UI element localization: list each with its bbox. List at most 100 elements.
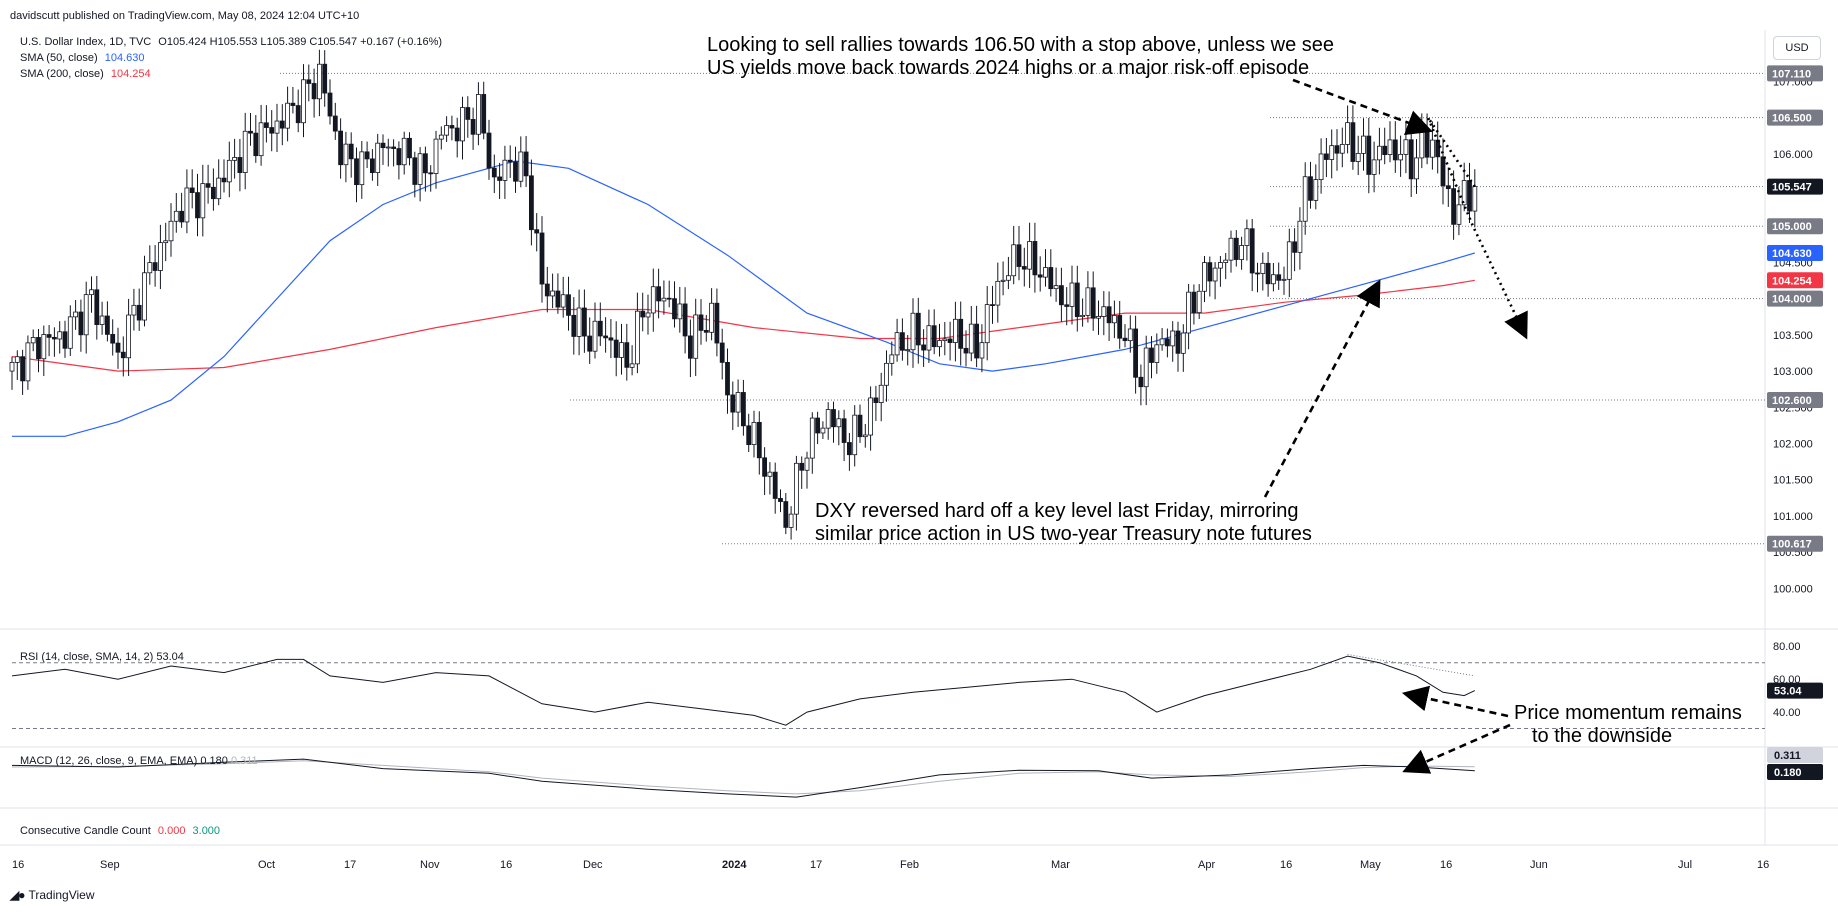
price-label: 104.630 bbox=[1772, 248, 1812, 260]
candle-body bbox=[1053, 285, 1059, 290]
price-axis: 107.500107.000106.000105.500105.000104.5… bbox=[1767, 40, 1823, 595]
rsi-label: RSI (14, close, SMA, 14, 2) bbox=[20, 651, 154, 663]
candle-body bbox=[1334, 145, 1340, 154]
price-label-box bbox=[1767, 290, 1823, 307]
candle-body bbox=[25, 342, 31, 382]
candle-body bbox=[799, 462, 805, 471]
candle-body bbox=[110, 333, 116, 344]
candle-body bbox=[1032, 241, 1038, 276]
candle-body bbox=[974, 323, 979, 359]
candle-body bbox=[465, 107, 471, 120]
price-label-box bbox=[1767, 392, 1823, 409]
candlesticks bbox=[9, 49, 1478, 540]
time-tick-label: Nov bbox=[420, 859, 440, 871]
time-tick-label: 2024 bbox=[722, 859, 747, 871]
candle-body bbox=[1239, 245, 1244, 260]
macd-legend[interactable]: MACD (12, 26, close, 9, EMA, EMA) 0.180 … bbox=[20, 755, 258, 767]
time-axis: 16 Sep Oct 17 Nov 16 Dec 2024 17 Feb Mar Apr 16 May 16… bbox=[12, 859, 1769, 871]
sma200-legend[interactable]: SMA (200, close) 104.254 bbox=[20, 68, 151, 80]
candle-body bbox=[1361, 135, 1366, 154]
candle-body bbox=[1207, 262, 1213, 282]
candle-body bbox=[1212, 267, 1218, 282]
price-label: 100.617 bbox=[1772, 539, 1812, 551]
horizontal-levels bbox=[280, 72, 1765, 545]
ccc-legend[interactable]: Consecutive Candle Count 0.000 3.000 bbox=[20, 825, 220, 837]
candle-body bbox=[1064, 304, 1070, 307]
candle-body bbox=[94, 289, 100, 325]
candle-body bbox=[1085, 287, 1091, 316]
candle-body bbox=[1170, 330, 1176, 347]
symbol-legend[interactable]: U.S. Dollar Index, 1D, TVC O105.424 H105… bbox=[20, 36, 442, 48]
candle-body bbox=[693, 314, 699, 359]
candle-body bbox=[518, 151, 524, 182]
candle-body bbox=[322, 63, 328, 94]
candle-body bbox=[1233, 237, 1239, 260]
candle-body bbox=[794, 462, 799, 515]
candle-body bbox=[1435, 139, 1441, 158]
candle-body bbox=[862, 434, 868, 438]
candle-body bbox=[157, 242, 163, 271]
price-label: 104.000 bbox=[1772, 294, 1812, 306]
mid-annotation-line2: similar price action in US two-year Trea… bbox=[815, 523, 1312, 545]
candle-body bbox=[1472, 186, 1478, 212]
candle-body bbox=[253, 132, 259, 157]
time-tick-label: 16 bbox=[1280, 859, 1292, 871]
candle-body bbox=[205, 183, 211, 188]
candle-body bbox=[279, 120, 285, 129]
candle-body bbox=[592, 320, 598, 352]
candle-body bbox=[1276, 274, 1282, 281]
candle-body bbox=[1398, 153, 1403, 161]
macd-value-label: 0.180 bbox=[1774, 767, 1802, 779]
candle-body bbox=[216, 177, 222, 200]
time-tick-label: Sep bbox=[100, 859, 120, 871]
candle-body bbox=[1265, 262, 1271, 285]
candle-body bbox=[460, 107, 465, 142]
price-label-box bbox=[1767, 535, 1823, 552]
candle-body bbox=[1403, 139, 1409, 155]
price-tick-label: 106.000 bbox=[1773, 149, 1813, 161]
candle-body bbox=[762, 457, 767, 477]
candle-body bbox=[709, 302, 714, 333]
candle-body bbox=[688, 335, 693, 359]
currency-button[interactable]: USD bbox=[1773, 36, 1821, 60]
sma50-legend[interactable]: SMA (50, close) 104.630 bbox=[20, 52, 144, 64]
candle-body bbox=[1451, 188, 1456, 225]
candle-body bbox=[576, 307, 582, 337]
candle-body bbox=[1223, 259, 1229, 263]
candle-body bbox=[364, 151, 370, 160]
candle-body bbox=[1138, 376, 1144, 388]
candle-body bbox=[884, 362, 889, 386]
candle-body bbox=[698, 314, 704, 331]
candle-body bbox=[210, 186, 216, 200]
candle-body bbox=[248, 130, 253, 134]
candle-body bbox=[804, 457, 810, 471]
candle-body bbox=[1027, 241, 1032, 270]
ccc-red-value: 0.000 bbox=[157, 825, 186, 837]
moving-averages bbox=[11, 160, 1475, 437]
candle-body bbox=[809, 417, 815, 459]
mid-annotation: DXY reversed hard off a key level last F… bbox=[815, 500, 1312, 546]
rsi-legend[interactable]: RSI (14, close, SMA, 14, 2) 53.04 bbox=[20, 651, 184, 663]
price-label: 105.000 bbox=[1772, 221, 1812, 233]
candle-body bbox=[470, 119, 476, 135]
candle-body bbox=[105, 315, 110, 335]
candle-body bbox=[502, 159, 508, 181]
candle-body bbox=[1408, 139, 1414, 180]
footer[interactable]: ◢● TradingView bbox=[10, 888, 95, 902]
price-label: 107.110 bbox=[1772, 68, 1811, 80]
candle-body bbox=[603, 335, 608, 339]
mid-annotation-line1: DXY reversed hard off a key level last F… bbox=[815, 500, 1299, 522]
candle-body bbox=[560, 294, 566, 308]
candle-body bbox=[1366, 135, 1372, 175]
time-tick-label: Jun bbox=[1530, 859, 1548, 871]
price-label-box bbox=[1767, 272, 1823, 289]
candle-body bbox=[332, 115, 338, 132]
candle-body bbox=[1133, 328, 1138, 378]
candle-body bbox=[608, 337, 614, 341]
candle-body bbox=[852, 414, 858, 456]
candle-body bbox=[587, 335, 593, 352]
candle-body bbox=[391, 146, 397, 149]
candle-body bbox=[772, 471, 778, 499]
candle-body bbox=[99, 315, 105, 325]
